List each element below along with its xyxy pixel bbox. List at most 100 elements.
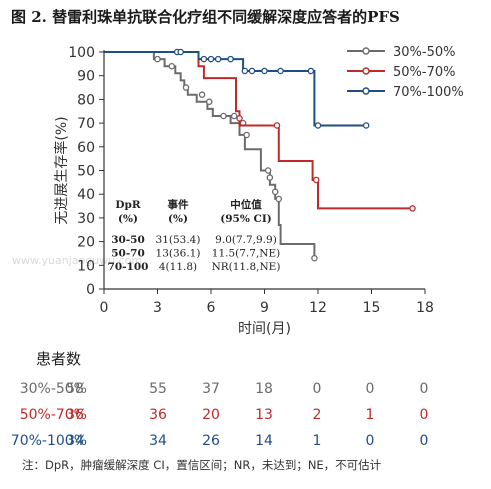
risk-table-title: 患者数 <box>36 350 81 368</box>
censor-mark <box>409 205 416 212</box>
y-tick-label: 90 <box>77 69 95 85</box>
risk-value: 0 <box>420 381 429 397</box>
risk-row-label: 50%-70% <box>20 407 87 423</box>
censor-mark <box>248 67 256 75</box>
y-axis-title: 无进展生存率(%) <box>53 116 70 224</box>
censor-mark <box>200 55 208 63</box>
x-tick-label: 9 <box>260 300 269 316</box>
inset-header: (%) <box>168 213 188 225</box>
inset-cell: 11.5(7.7,NE) <box>212 248 280 260</box>
censor-mark <box>154 55 161 63</box>
risk-value: 20 <box>202 407 220 423</box>
y-tick-label: 60 <box>77 140 95 156</box>
censor-mark <box>168 62 176 70</box>
censor-mark <box>220 112 227 120</box>
inset-header: (%) <box>118 213 138 225</box>
inset-header: 事件 <box>168 198 189 211</box>
risk-value: 36 <box>66 407 84 423</box>
watermark: www.yuanjaoguwu.com <box>12 254 142 267</box>
risk-value: 14 <box>255 433 273 449</box>
risk-row-label: 70%-100% <box>11 433 87 449</box>
inset-cell: 4(11.8) <box>159 261 197 273</box>
x-tick-label: 6 <box>207 300 216 316</box>
risk-value: 58 <box>66 381 84 397</box>
censor-mark <box>177 48 184 56</box>
y-tick-label: 10 <box>77 258 95 274</box>
inset-cell: 50-70 <box>111 248 145 260</box>
legend-label-1: 50%-70% <box>393 65 455 80</box>
censor-mark <box>243 131 250 139</box>
censor-mark <box>271 188 279 196</box>
series-line-0 <box>104 51 316 259</box>
censor-mark <box>273 122 281 129</box>
series-line-2 <box>104 51 367 127</box>
censor-mark <box>277 67 284 75</box>
censor-mark <box>314 122 322 129</box>
risk-value: 26 <box>202 433 220 449</box>
risk-row-label: 30%-50% <box>20 381 87 397</box>
censor-mark <box>207 55 215 63</box>
censor-mark <box>266 174 274 181</box>
y-tick-label: 40 <box>77 187 95 203</box>
inset-table: DpR (%) 事件 (%) 中位值 (95% CI) 30-50 31(53.4) 9.0(7… <box>108 198 281 273</box>
censor-mark <box>241 67 249 75</box>
y-tick-label: 70 <box>77 116 95 132</box>
legend-label-0: 30%-50% <box>393 45 455 60</box>
x-tick-label: 12 <box>309 300 327 316</box>
risk-value: 0 <box>366 433 375 449</box>
legend-marker <box>362 47 370 55</box>
x-tick-label: 0 <box>100 300 109 316</box>
risk-value: 36 <box>149 407 167 423</box>
risk-value: 18 <box>255 381 273 397</box>
legend-label-2: 70%-100% <box>393 85 464 100</box>
x-tick-label: 18 <box>416 300 434 316</box>
censor-mark <box>311 254 318 262</box>
inset-header: DpR <box>115 199 140 211</box>
risk-value: 1 <box>366 407 375 423</box>
series-line-1 <box>104 51 413 210</box>
censor-mark <box>362 122 370 129</box>
inset-cell: 9.0(7.7,9.9) <box>215 234 277 246</box>
risk-value: 0 <box>366 381 375 397</box>
inset-header: 中位值 <box>230 198 262 211</box>
risk-value: 0 <box>420 407 429 423</box>
y-tick-label: 80 <box>77 92 95 108</box>
footnote: 注：DpR，肿瘤缓解深度 CI，置信区间；NR，未达到；NE，不可估计 <box>22 458 382 472</box>
risk-value: 1 <box>313 433 322 449</box>
inset-header: (95% CI) <box>220 213 271 225</box>
risk-value: 34 <box>66 433 84 449</box>
inset-cell: 31(53.4) <box>156 234 201 246</box>
censor-mark <box>198 91 206 98</box>
censor-mark <box>261 67 268 75</box>
x-tick-label: 3 <box>153 300 162 316</box>
censor-mark <box>307 67 315 75</box>
risk-value: 55 <box>149 381 167 397</box>
figure-title: 图 2. 替雷利珠单抗联合化疗组不同缓解深度应答者的PFS <box>11 8 400 26</box>
inset-cell: 30-50 <box>111 234 145 246</box>
censor-mark <box>182 84 190 91</box>
risk-value: 2 <box>313 407 322 423</box>
risk-value: 13 <box>255 407 273 423</box>
legend-marker <box>362 87 370 95</box>
y-tick-label: 20 <box>77 235 95 251</box>
y-tick-label: 30 <box>77 211 95 227</box>
inset-cell: 70-100 <box>108 261 149 273</box>
legend-marker <box>362 67 370 75</box>
censor-mark <box>205 98 213 106</box>
plot-area: 0 10 20 30 40 50 60 70 80 90 100 0 3 6 9 12 15 18 时间(月) 无进展… <box>53 45 434 337</box>
risk-value: 0 <box>313 381 322 397</box>
y-tick-label: 50 <box>77 164 95 180</box>
legend: 30%-50% 50%-70% 70%-100% <box>347 45 464 100</box>
risk-value: 34 <box>149 433 167 449</box>
risk-value: 0 <box>420 433 429 449</box>
censor-mark <box>236 115 243 122</box>
x-tick-label: 15 <box>363 300 381 316</box>
censor-mark <box>227 55 234 63</box>
censor-mark <box>214 55 222 63</box>
x-axis-title: 时间(月) <box>238 321 291 337</box>
inset-cell: NR(11.8,NE) <box>212 261 281 273</box>
censor-mark <box>312 176 320 184</box>
censor-mark <box>230 112 238 120</box>
